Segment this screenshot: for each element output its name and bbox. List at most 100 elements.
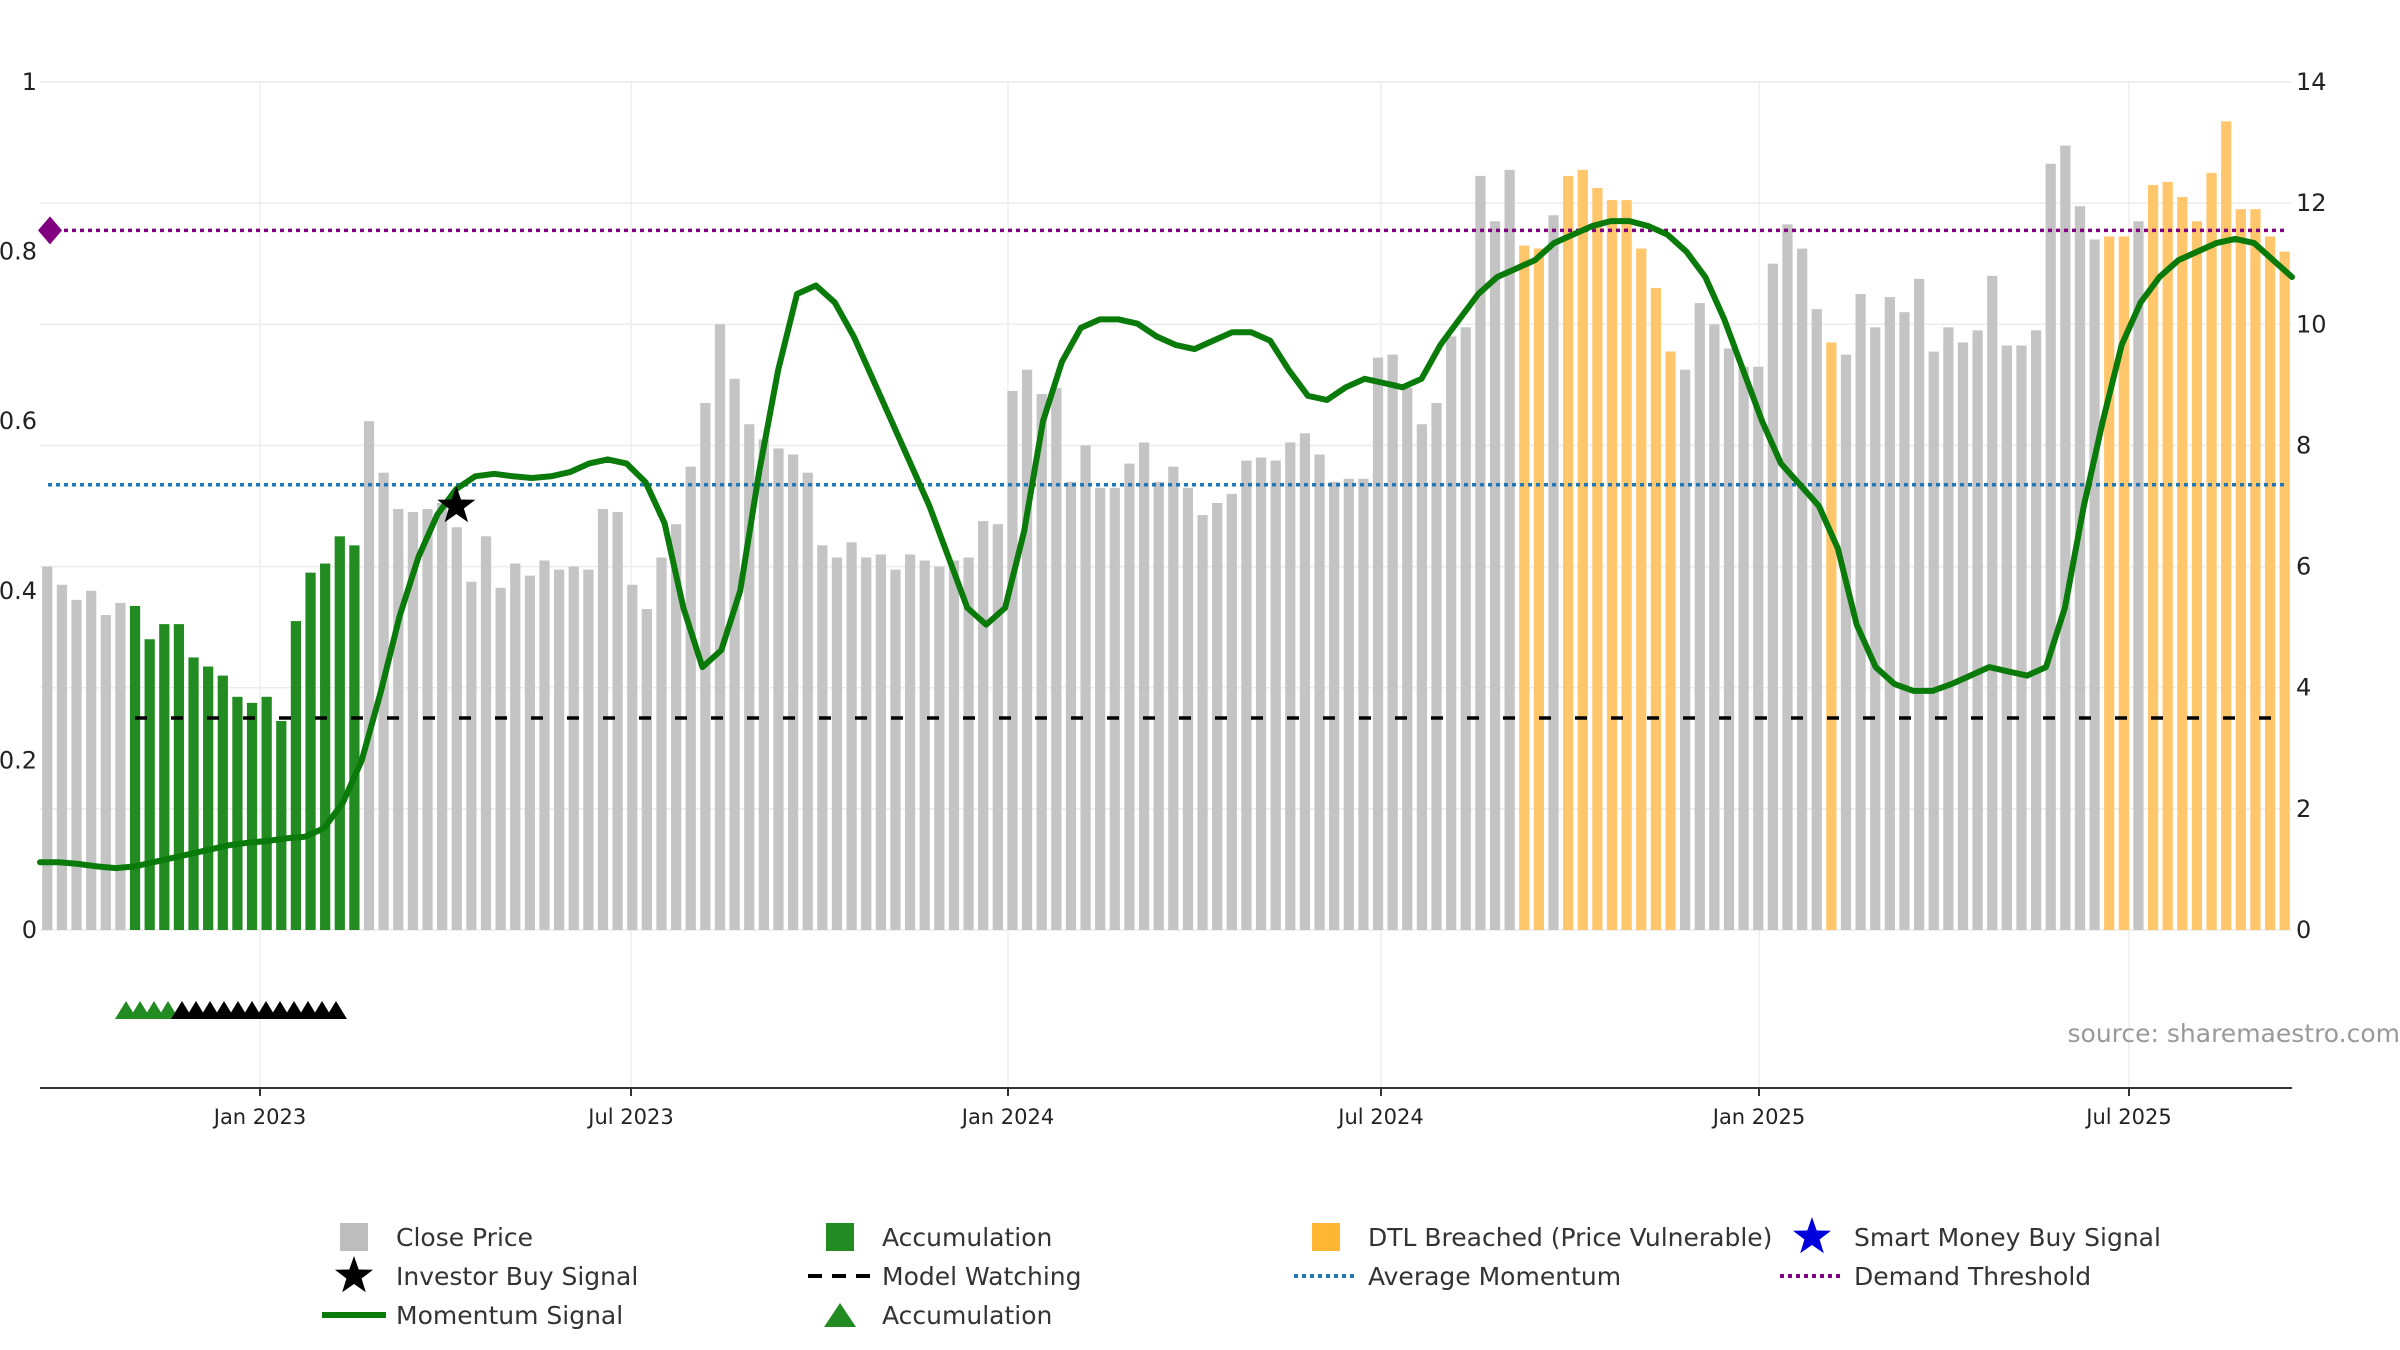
close-price-bar [685,466,696,930]
close-price-bar [773,448,784,930]
accumulation-triangle [157,1001,179,1019]
close-price-bar [246,702,258,930]
legend-item: Model Watching [808,1262,1082,1291]
close-price-bar [407,512,419,930]
y-right-tick-label: 2 [2296,795,2311,823]
close-price-bar [1709,324,1720,930]
close-price-bar [1241,460,1252,930]
close-price-bar [1957,342,1969,930]
close-price-bar [1475,175,1486,930]
close-price-bar [1563,175,1574,930]
close-price-bar [992,524,1003,930]
close-price-bar [1943,327,1954,930]
close-price-bar [2133,221,2144,931]
close-price-bar [2001,345,2012,930]
accumulation-triangle [213,1001,235,1019]
close-price-bar [978,521,989,930]
close-price-bar [846,542,857,930]
close-price-bar [1665,351,1676,930]
close-price-bar [2074,206,2086,930]
close-price-bar [2221,121,2232,930]
close-price-bar [1489,221,1501,931]
grid-layer [40,81,2292,1088]
legend-label: DTL Breached (Price Vulnerable) [1368,1223,1772,1252]
close-price-bar [2264,236,2276,930]
axes: Jan 2023 Jul 2023 Jan 2024 Jul 2024 Jan 2025… [0,68,2327,1129]
x-tick-label: Jan 2024 [960,1105,1055,1129]
legend-label: Momentum Signal [396,1301,623,1330]
close-price-bar [2089,239,2100,930]
close-price-bar [714,324,726,930]
close-price-bar [2279,251,2290,931]
legend-item: Accumulation [824,1301,1052,1330]
close-price-bar [1007,390,1018,930]
close-price-bar [56,584,68,930]
close-price-bar [875,554,886,930]
close-price-bar [1680,369,1691,930]
close-price-bar [480,536,492,930]
close-price-bar [1065,481,1077,930]
close-price-bar [188,657,199,930]
legend-item: Investor Buy Signal [335,1256,638,1293]
close-price-bar [100,615,111,930]
accumulation-triangle [311,1001,333,1019]
close-price-bar [2162,181,2173,930]
close-price-bar [1621,200,1632,931]
accumulation-triangle [283,1001,305,1019]
close-price-bar [86,590,97,930]
close-price-bar [2206,172,2217,930]
legend-triangle-icon [824,1303,856,1327]
legend-label: Demand Threshold [1854,1262,2091,1291]
close-price-bar [1095,487,1106,930]
close-price-bar [1109,487,1120,930]
legend-label: Investor Buy Signal [396,1262,638,1291]
legend: Close Price Accumulation DTL Breached (Pri… [322,1217,2161,1330]
close-price-bar [1694,303,1705,931]
close-price-bar [1811,309,1822,931]
legend-item: Smart Money Buy Signal [1793,1217,2161,1254]
close-price-bar [2104,236,2115,930]
y-left-tick-label: 0 [22,916,37,944]
close-price-bar [363,421,375,930]
close-price-bar [290,621,302,930]
close-price-bar [71,599,82,930]
close-price-bar [1329,481,1340,930]
close-price-bar [1782,224,1793,931]
close-price-bar [1021,369,1033,930]
close-price-bar [656,557,667,930]
legend-item: Momentum Signal [322,1301,623,1330]
close-price-bar [729,378,740,930]
close-price-bar [1446,336,1457,930]
close-price-bar [861,557,872,930]
close-price-bar [1987,275,1998,930]
close-price-bar [1255,457,1267,930]
close-price-bar [1182,487,1194,930]
x-tick-label: Jul 2023 [586,1105,673,1129]
close-price-bar [1548,215,1559,930]
close-price-bar [510,563,521,930]
accumulation-triangle [199,1001,221,1019]
x-tick-label: Jul 2025 [2084,1105,2171,1129]
close-price-bar [524,575,536,930]
close-price-bar [919,560,930,930]
accumulation-triangle [129,1001,151,1019]
close-price-bar [1036,393,1047,930]
close-price-bar [744,424,755,930]
close-price-bar [1650,287,1662,930]
accumulation-triangle [241,1001,263,1019]
close-price-bar [1738,366,1749,931]
close-price-bar [1051,387,1062,930]
close-price-bar [320,563,331,930]
y-right-tick-label: 4 [2296,674,2311,702]
close-price-bar [129,605,141,930]
indicator-lines [37,216,2295,872]
close-price-bar [1153,481,1164,930]
legend-item: Average Momentum [1294,1262,1621,1291]
close-price-bar [554,569,565,930]
close-price-bar [115,602,126,930]
close-price-bar [612,512,623,930]
legend-label: Close Price [396,1223,533,1252]
close-price-bar [641,608,652,930]
legend-swatch [826,1223,854,1251]
close-price-bar [1723,348,1735,930]
